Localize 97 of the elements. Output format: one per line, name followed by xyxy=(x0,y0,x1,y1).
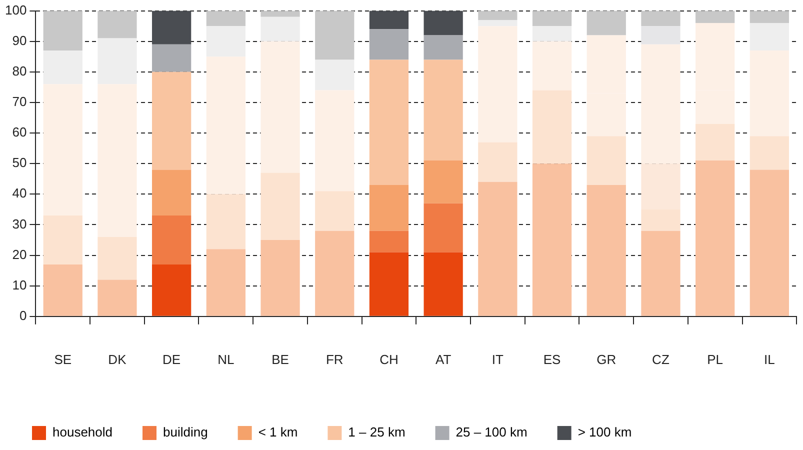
bar xyxy=(315,230,354,316)
x-tick-label: DE xyxy=(162,352,181,367)
bar xyxy=(152,264,192,316)
bar xyxy=(641,230,680,316)
bar xyxy=(206,26,246,57)
bar xyxy=(260,41,300,173)
bar xyxy=(98,38,137,84)
bar xyxy=(369,29,409,60)
bar xyxy=(532,41,572,90)
bar xyxy=(152,10,192,44)
y-tick-label: 40 xyxy=(12,186,27,201)
x-tick-label: CH xyxy=(380,352,398,367)
bar xyxy=(532,26,572,42)
bar xyxy=(696,10,735,24)
bar xyxy=(424,10,463,36)
bar xyxy=(43,264,82,316)
bar xyxy=(369,252,409,316)
bar xyxy=(98,10,137,38)
bar xyxy=(152,44,192,72)
y-tick-label: 90 xyxy=(12,32,27,48)
bar xyxy=(478,182,518,316)
bar xyxy=(43,84,82,216)
y-tick-label: 60 xyxy=(12,124,27,140)
bar xyxy=(369,60,409,185)
bar xyxy=(696,160,735,316)
bar xyxy=(532,10,572,26)
bar xyxy=(98,236,137,280)
bar xyxy=(532,164,572,316)
y-tick-label: 20 xyxy=(12,246,27,262)
y-tick-label: 50 xyxy=(12,155,27,170)
bar xyxy=(586,184,626,316)
bar xyxy=(424,35,463,60)
x-tick-label: IL xyxy=(764,352,775,367)
legend-label: < 1 km xyxy=(258,424,298,440)
y-tick-label: 30 xyxy=(12,216,27,232)
y-tick-label: 70 xyxy=(12,94,27,110)
legend-label: 25 – 100 km xyxy=(456,424,528,440)
bar xyxy=(152,170,192,216)
x-tick-label: CZ xyxy=(652,352,670,367)
bar xyxy=(260,10,300,17)
bar xyxy=(750,50,790,136)
legend-label: > 100 km xyxy=(578,424,632,440)
x-tick-label: SE xyxy=(54,352,72,367)
bar xyxy=(478,142,518,182)
bar xyxy=(315,60,354,90)
bar xyxy=(478,26,518,142)
bar xyxy=(98,280,137,316)
x-tick-label: DK xyxy=(108,352,127,367)
bar xyxy=(206,56,246,194)
bar xyxy=(43,50,82,84)
bar xyxy=(369,10,409,30)
x-tick-label: BE xyxy=(272,352,290,367)
x-tick-label: IT xyxy=(492,352,504,367)
x-tick-label: ES xyxy=(543,352,562,367)
bar xyxy=(206,249,246,316)
y-tick-label: 10 xyxy=(12,277,27,292)
bar xyxy=(369,230,409,252)
bar xyxy=(424,252,463,316)
bar xyxy=(586,136,626,185)
legend-label: building xyxy=(163,424,208,440)
bar xyxy=(315,191,354,231)
bar xyxy=(478,10,518,20)
bar xyxy=(260,172,300,240)
bar xyxy=(98,84,137,237)
bar xyxy=(424,203,463,252)
bar xyxy=(206,194,246,250)
bar xyxy=(478,20,518,26)
bar xyxy=(152,72,192,170)
legend-label: household xyxy=(52,424,112,440)
bar xyxy=(750,10,790,24)
bar xyxy=(152,216,192,264)
legend-label: 1 – 25 km xyxy=(348,424,406,440)
bar xyxy=(696,124,735,161)
x-tick-label: GR xyxy=(596,352,616,367)
bar xyxy=(424,160,463,204)
y-tick-label: 80 xyxy=(12,64,27,78)
bar xyxy=(43,10,82,51)
x-tick-label: PL xyxy=(707,352,724,367)
x-tick-label: NL xyxy=(218,352,234,367)
y-tick-label: 100 xyxy=(4,2,27,18)
bar xyxy=(750,136,790,170)
bar xyxy=(369,184,409,231)
bar xyxy=(315,10,354,60)
bar xyxy=(206,10,246,26)
bar xyxy=(750,170,790,316)
bar xyxy=(315,90,354,192)
bar xyxy=(641,26,680,44)
bar xyxy=(43,216,82,264)
bar xyxy=(750,23,790,51)
bar xyxy=(586,10,626,36)
x-tick-label: AT xyxy=(436,352,452,367)
x-tick-label: FR xyxy=(326,352,344,367)
bar xyxy=(532,90,572,164)
bar xyxy=(424,60,463,161)
bar xyxy=(260,240,300,316)
y-tick-label: 0 xyxy=(19,308,27,323)
bar xyxy=(260,16,300,42)
